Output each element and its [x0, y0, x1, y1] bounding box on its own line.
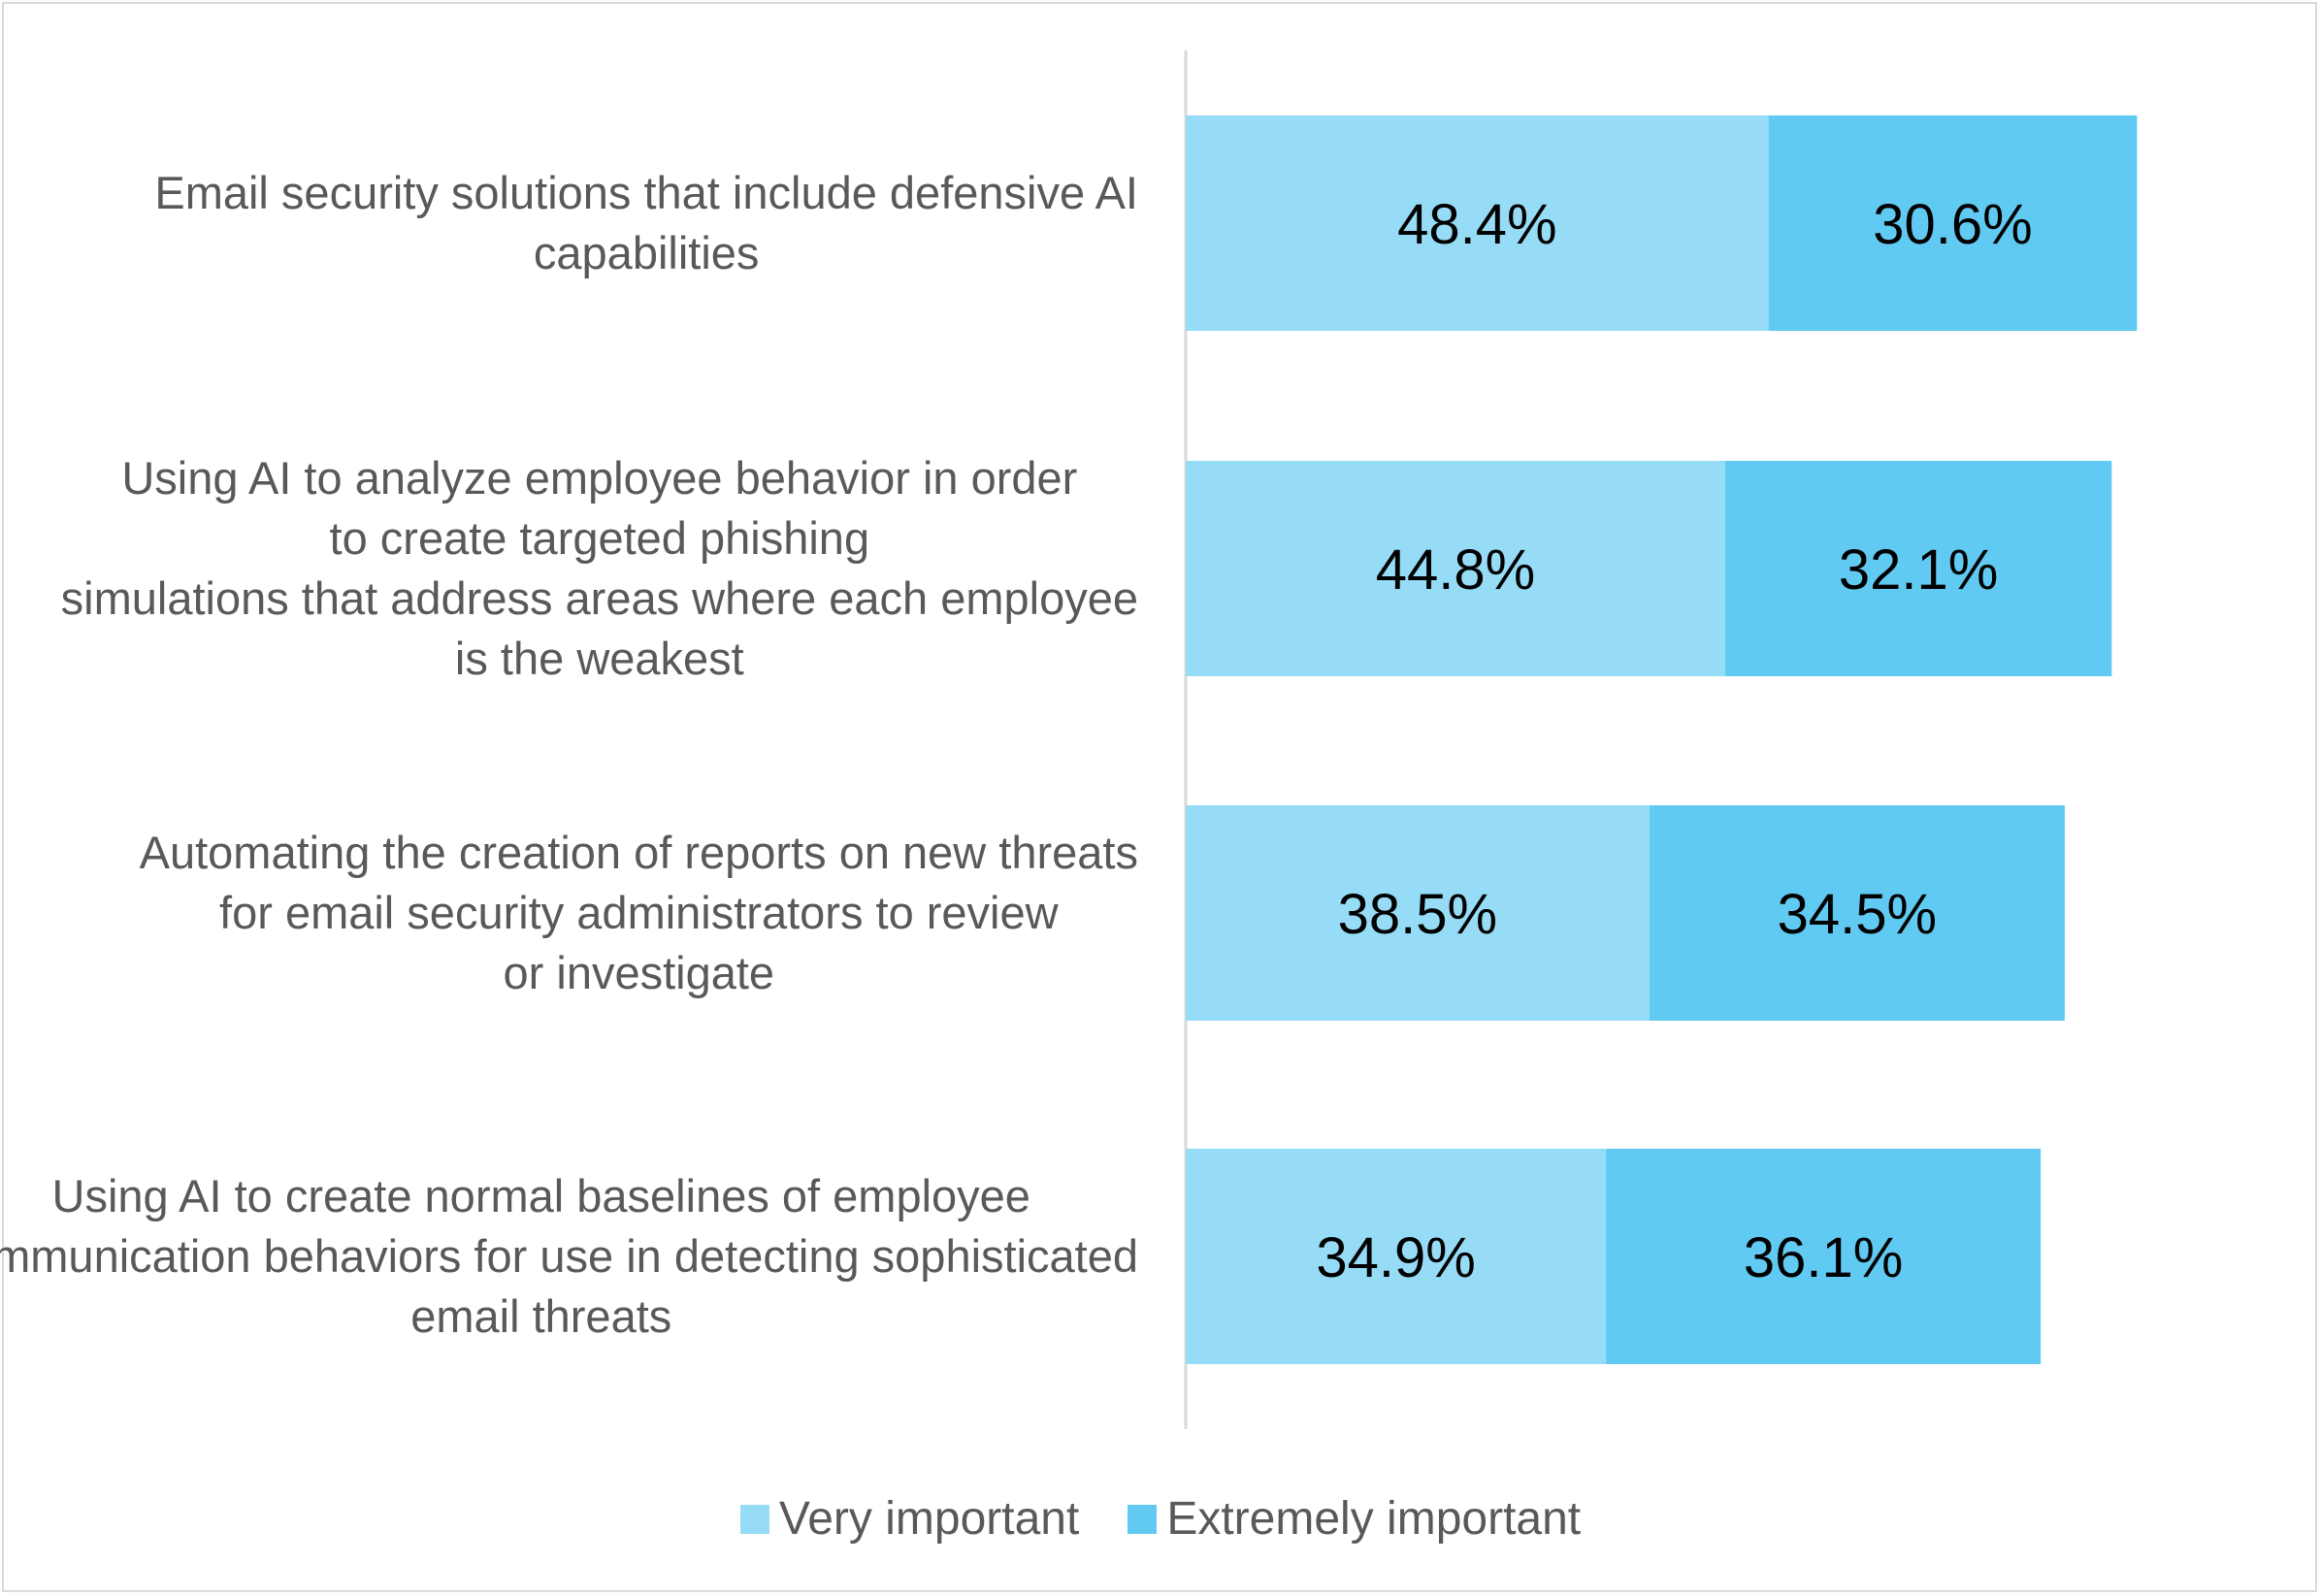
legend-label: Extremely important — [1166, 1493, 1582, 1545]
data-label: 34.9% — [1316, 1226, 1475, 1289]
bar-segment-extremely-important — [1649, 805, 2065, 1021]
legend-swatch-very-important — [739, 1504, 769, 1534]
data-label: 30.6% — [1873, 193, 2032, 256]
category-label: Using AI to create normal baselines of e… — [0, 1170, 1138, 1342]
data-label: 48.4% — [1397, 193, 1556, 256]
data-label: 34.5% — [1778, 883, 1937, 946]
bar-segment-very-important — [1186, 1149, 1607, 1364]
data-label: 44.8% — [1376, 538, 1535, 602]
bar-segment-very-important — [1186, 805, 1650, 1021]
legend-swatch-extremely-important — [1128, 1504, 1158, 1534]
category-label: Automating the creation of reports on ne… — [139, 827, 1138, 998]
legend-item-very-important: Very important — [739, 1492, 1080, 1546]
bar-segment-extremely-important — [1606, 1149, 2042, 1364]
category-label: Using AI to analyze employee behavior in… — [60, 452, 1138, 684]
data-label: 36.1% — [1744, 1226, 1903, 1289]
bar-segment-very-important — [1186, 115, 1769, 331]
legend-item-extremely-important: Extremely important — [1128, 1492, 1581, 1546]
legend: Very important Extremely important — [0, 1492, 2321, 1546]
bar-segment-extremely-important — [1724, 461, 2112, 676]
legend-label: Very important — [778, 1493, 1080, 1545]
category-label: Email security solutions that include de… — [154, 167, 1138, 278]
data-label: 38.5% — [1338, 883, 1497, 946]
bar-segment-very-important — [1186, 461, 1725, 676]
data-label: 32.1% — [1839, 538, 1998, 602]
bar-segment-extremely-important — [1768, 115, 2138, 331]
